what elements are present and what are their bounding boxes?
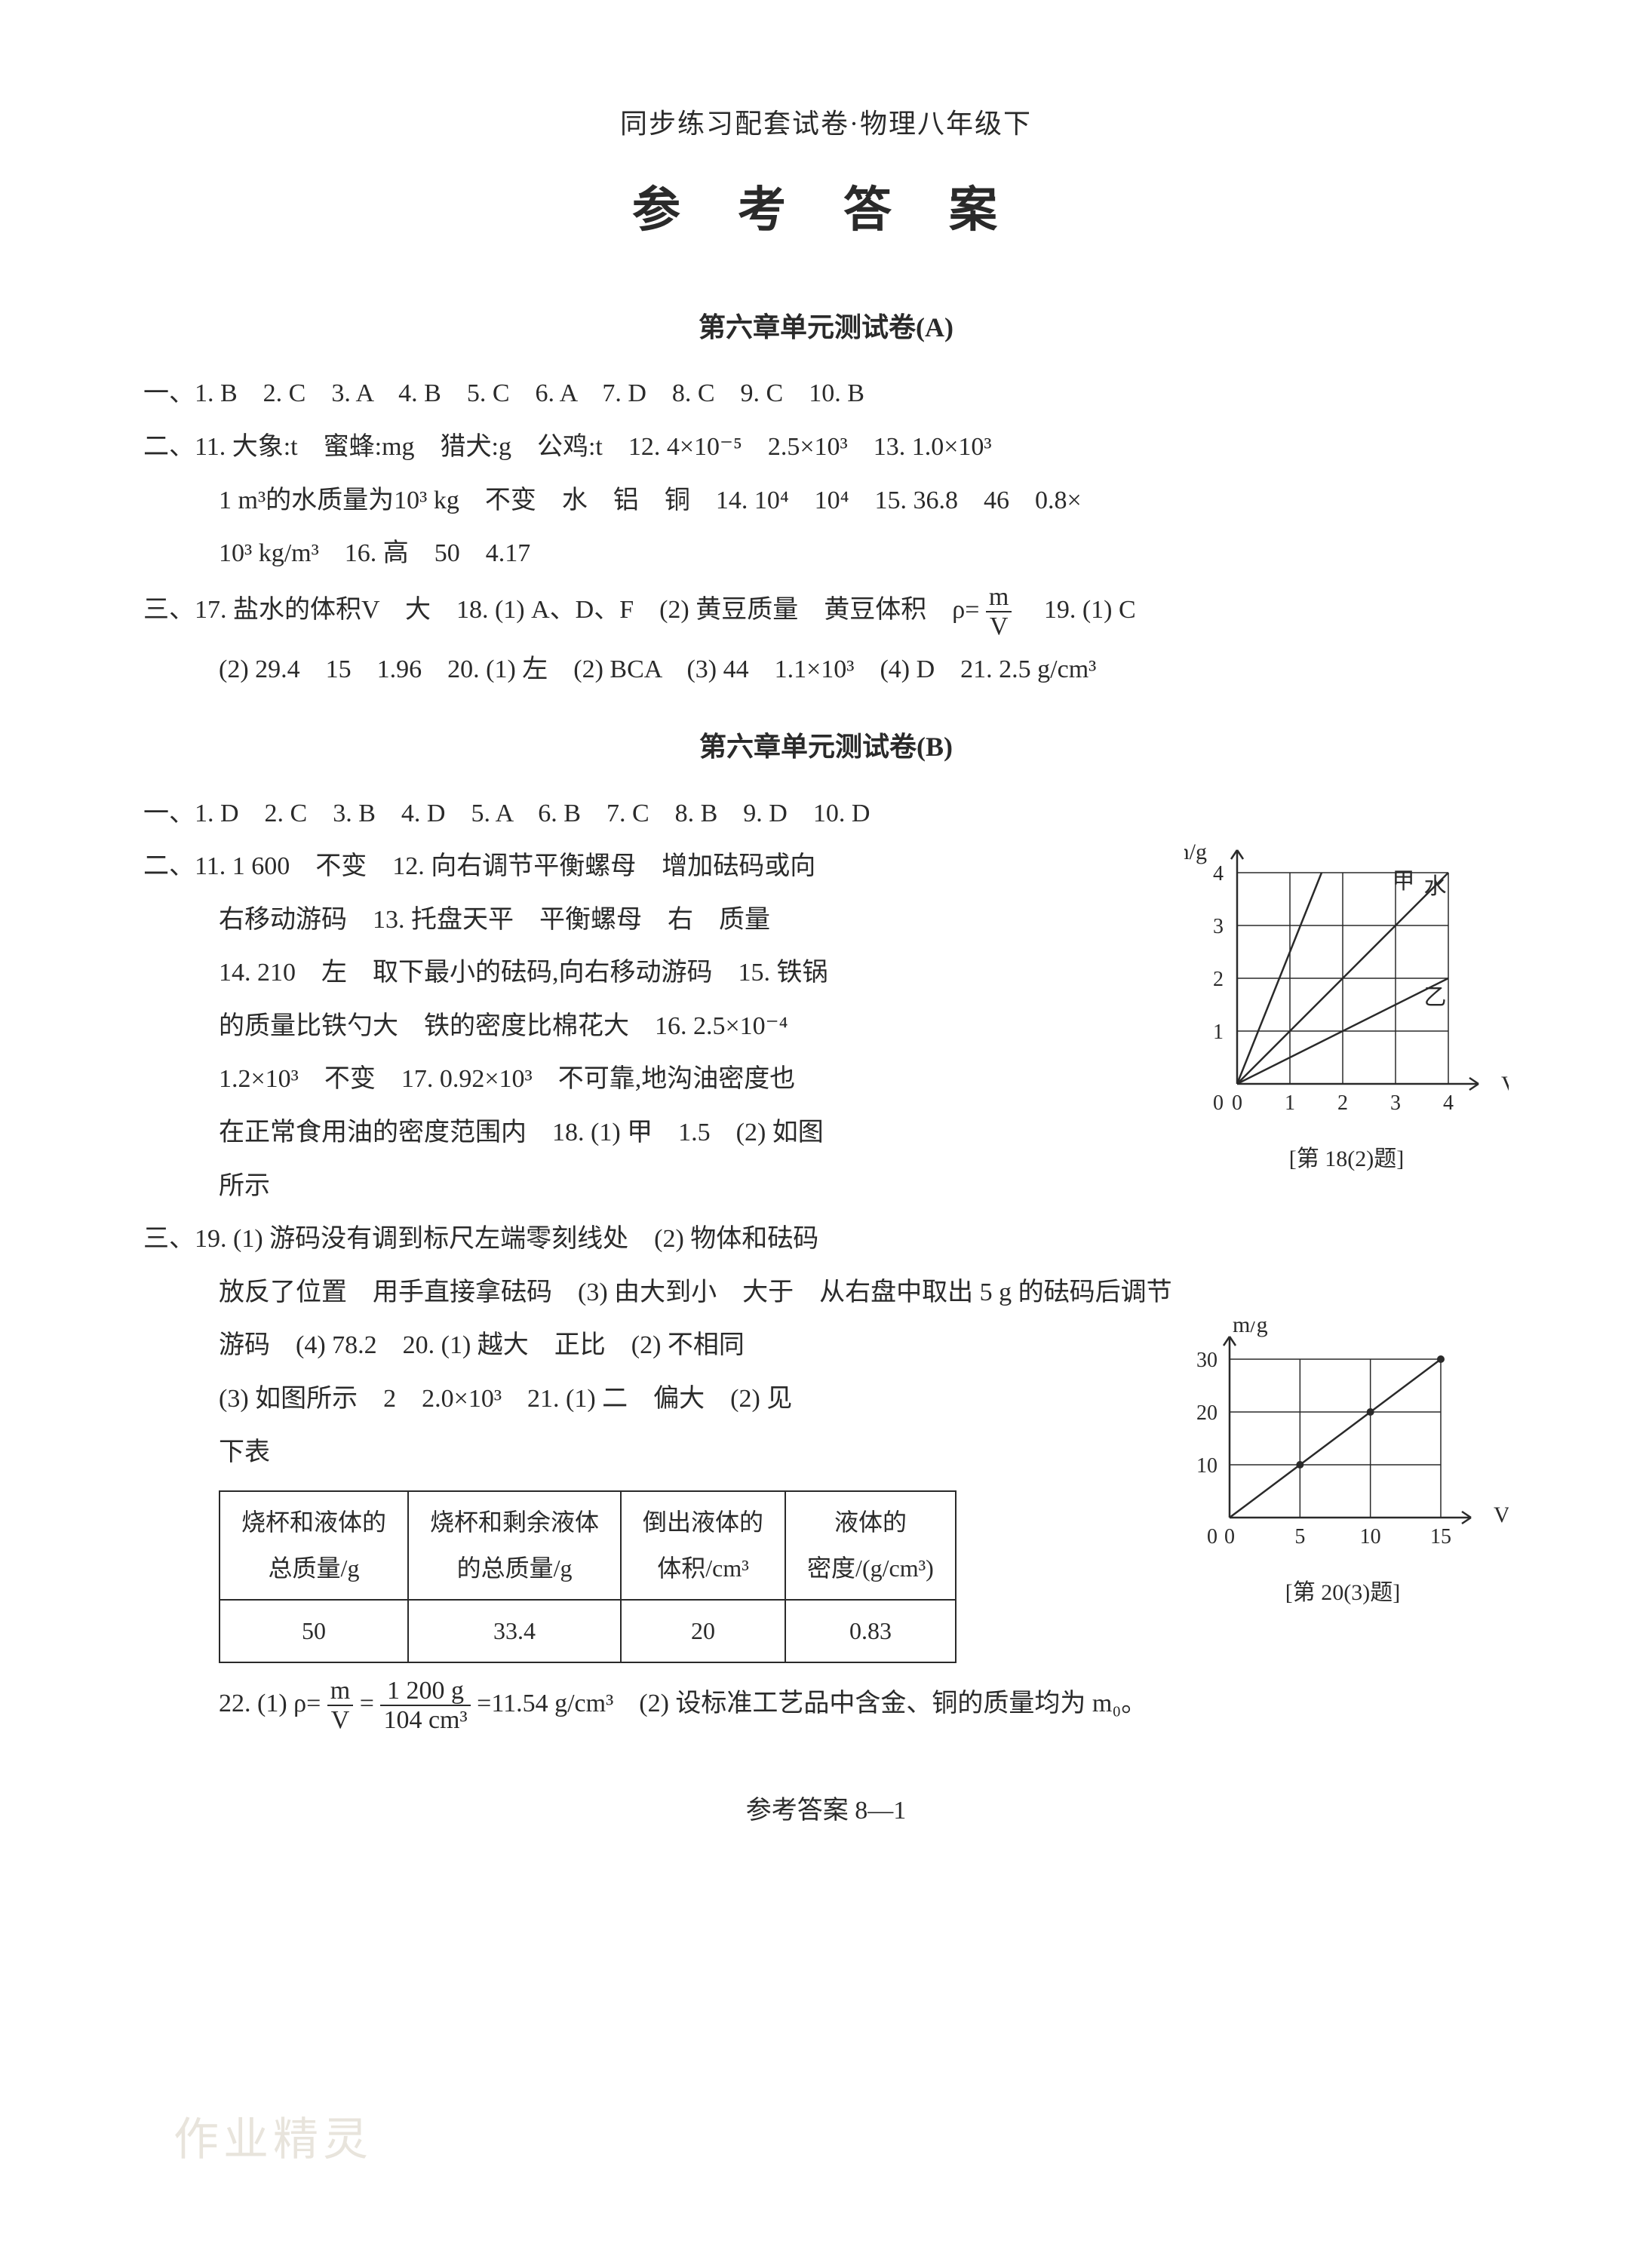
th-1: 烧杯和剩余液体的总质量/g (408, 1491, 621, 1600)
svg-text:4: 4 (1443, 1091, 1454, 1114)
th-2: 倒出液体的体积/cm³ (621, 1491, 785, 1600)
svg-text:4: 4 (1213, 862, 1224, 885)
b3-l3: 游码 (4) 78.2 20. (1) 越大 正比 (2) 不相同 (143, 1321, 1154, 1370)
svg-text:0: 0 (1232, 1091, 1242, 1114)
svg-text:甲: 甲 (1393, 869, 1415, 894)
svg-text:30: 30 (1196, 1349, 1218, 1372)
svg-text:1: 1 (1285, 1091, 1295, 1114)
page-footer: 参考答案 8—1 (143, 1787, 1509, 1836)
b-line1: 一、1. D 2. C 3. B 4. D 5. A 6. B 7. C 8. … (143, 790, 1509, 839)
chart-20-svg: 0 5 10 15 10 20 30 0 V/cm³ m/g (1177, 1321, 1509, 1548)
svg-text:V/cm³: V/cm³ (1494, 1502, 1509, 1527)
td-0: 50 (220, 1600, 408, 1662)
svg-text:2: 2 (1213, 968, 1224, 991)
b3-l2: 放反了位置 用手直接拿砝码 (3) 由大到小 大于 从右盘中取出 5 g 的砝码… (143, 1269, 1509, 1318)
a-line1: 一、1. B 2. C 3. A 4. B 5. C 6. A 7. D 8. … (143, 370, 1509, 419)
svg-text:15: 15 (1430, 1525, 1451, 1548)
chart-20: 0 5 10 15 10 20 30 0 V/cm³ m/g [第 20(3)题] (1177, 1321, 1509, 1614)
table-header-row: 烧杯和液体的总质量/g 烧杯和剩余液体的总质量/g 倒出液体的体积/cm³ 液体… (220, 1491, 956, 1600)
b3-l4: (3) 如图所示 2 2.0×10³ 21. (1) 二 偏大 (2) 见 (143, 1375, 1154, 1424)
svg-text:0: 0 (1213, 1091, 1224, 1114)
b2-l4: 的质量比铁勺大 铁的密度比棉花大 16. 2.5×10⁻⁴ (143, 1002, 1162, 1051)
svg-text:10: 10 (1360, 1525, 1381, 1548)
td-1: 33.4 (408, 1600, 621, 1662)
b3-l1: 三、19. (1) 游码没有调到标尺左端零刻线处 (2) 物体和砝码 (143, 1215, 1509, 1264)
chart-18-svg: 0 1 2 3 4 1 2 3 4 0 V/cm³ m/g 甲水乙 (1184, 843, 1509, 1114)
b2-l2: 右移动游码 13. 托盘天平 平衡螺母 右 质量 (143, 896, 1162, 945)
chart-20-caption: [第 20(3)题] (1177, 1571, 1509, 1614)
data-table: 烧杯和液体的总质量/g 烧杯和剩余液体的总质量/g 倒出液体的体积/cm³ 液体… (219, 1490, 957, 1662)
table-row: 50 33.4 20 0.83 (220, 1600, 956, 1662)
a-line2c: 10³ kg/m³ 16. 高 50 4.17 (143, 529, 1509, 579)
th-3: 液体的密度/(g/cm³) (785, 1491, 956, 1600)
svg-text:V/cm³: V/cm³ (1501, 1072, 1509, 1097)
svg-text:水: 水 (1424, 874, 1447, 899)
a-line2b: 1 m³的水质量为10³ kg 不变 水 铝 铜 14. 10⁴ 10⁴ 15.… (143, 477, 1509, 526)
fraction-1200-over-104: 1 200 g104 cm³ (380, 1677, 470, 1735)
svg-text:0: 0 (1207, 1525, 1218, 1548)
a-line2a: 二、11. 大象:t 蜜蜂:mg 猎犬:g 公鸡:t 12. 4×10⁻⁵ 2.… (143, 423, 1509, 472)
svg-text:3: 3 (1390, 1091, 1401, 1114)
svg-text:0: 0 (1224, 1525, 1235, 1548)
a-line3a-pre: 三、17. 盐水的体积V 大 18. (1) A、D、F (2) 黄豆质量 黄豆… (143, 596, 979, 624)
svg-text:1: 1 (1213, 1021, 1224, 1044)
fraction-m-over-v-2: mV (327, 1677, 353, 1735)
b-line22-pre: 22. (1) ρ= (219, 1690, 321, 1717)
td-3: 0.83 (785, 1600, 956, 1662)
b2-l3: 14. 210 左 取下最小的砝码,向右移动游码 15. 铁锅 (143, 949, 1162, 998)
chart-18: 0 1 2 3 4 1 2 3 4 0 V/cm³ m/g 甲水乙 [第 18(2)题] (1184, 843, 1509, 1180)
fraction-m-over-v: mV (986, 583, 1012, 641)
b-line22-mid: = (360, 1690, 374, 1717)
svg-text:m/g: m/g (1233, 1321, 1268, 1337)
a-line3a: 三、17. 盐水的体积V 大 18. (1) A、D、F (2) 黄豆质量 黄豆… (143, 583, 1509, 641)
svg-text:10: 10 (1196, 1454, 1218, 1478)
chart-18-caption: [第 18(2)题] (1184, 1137, 1509, 1180)
svg-text:乙: 乙 (1424, 985, 1447, 1010)
b-line22-post: =11.54 g/cm³ (2) 设标准工艺品中含金、铜的质量均为 m₀。 (477, 1690, 1147, 1717)
a-line3b: (2) 29.4 15 1.96 20. (1) 左 (2) BCA (3) 4… (143, 646, 1509, 695)
svg-text:20: 20 (1196, 1401, 1218, 1425)
svg-text:5: 5 (1294, 1525, 1305, 1548)
b-line22: 22. (1) ρ= mV = 1 200 g104 cm³ =11.54 g/… (143, 1677, 1509, 1735)
watermark: 作业精灵 (173, 2097, 373, 2183)
section-a-title: 第六章单元测试卷(A) (143, 302, 1509, 353)
section-b-title: 第六章单元测试卷(B) (143, 721, 1509, 772)
b2-l7: 所示 (143, 1162, 1162, 1211)
b2-l5: 1.2×10³ 不变 17. 0.92×10³ 不可靠,地沟油密度也 (143, 1055, 1162, 1104)
svg-text:m/g: m/g (1184, 843, 1207, 864)
a-line3a-post: 19. (1) C (1018, 596, 1136, 624)
page-title: 参 考 答 案 (143, 164, 1509, 256)
b3-l5: 下表 (143, 1429, 1154, 1478)
th-0: 烧杯和液体的总质量/g (220, 1491, 408, 1600)
page-subtitle: 同步练习配套试卷·物理八年级下 (143, 98, 1509, 149)
b2-l1: 二、11. 1 600 不变 12. 向右调节平衡螺母 增加砝码或向 (143, 843, 1162, 892)
td-2: 20 (621, 1600, 785, 1662)
b2-l6: 在正常食用油的密度范围内 18. (1) 甲 1.5 (2) 如图 (143, 1109, 1162, 1158)
svg-text:3: 3 (1213, 915, 1224, 938)
svg-text:2: 2 (1337, 1091, 1348, 1114)
